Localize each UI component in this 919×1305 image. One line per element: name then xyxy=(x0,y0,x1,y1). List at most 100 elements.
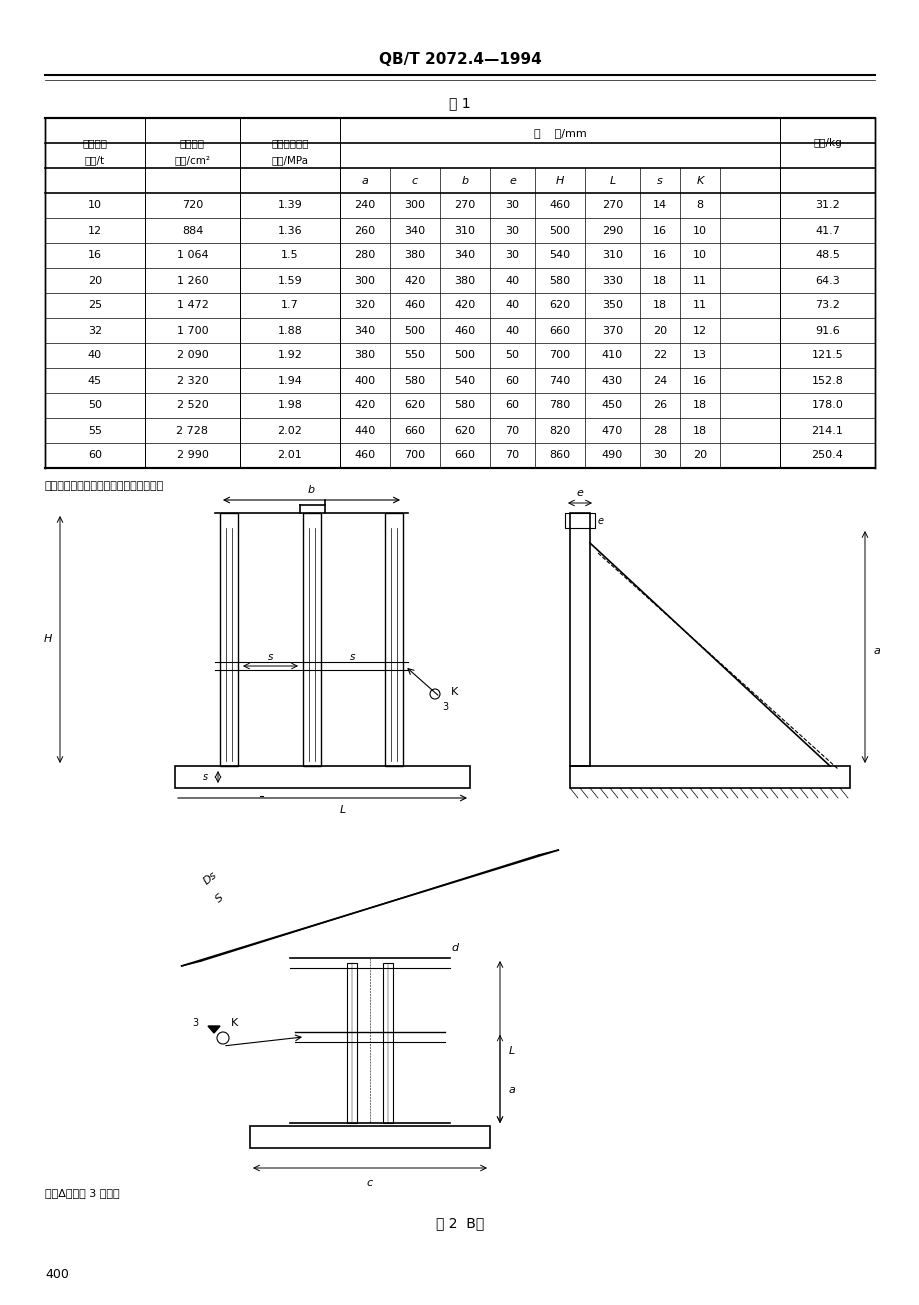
Text: 40: 40 xyxy=(505,325,519,335)
Text: L: L xyxy=(339,805,346,816)
Text: 10: 10 xyxy=(692,226,706,235)
Text: 30: 30 xyxy=(505,226,519,235)
Text: 1.5: 1.5 xyxy=(281,251,299,261)
Text: 460: 460 xyxy=(454,325,475,335)
Text: 320: 320 xyxy=(354,300,375,311)
Text: 26: 26 xyxy=(652,401,666,411)
Text: 820: 820 xyxy=(549,425,570,436)
Text: 3: 3 xyxy=(441,702,448,713)
Text: 91.6: 91.6 xyxy=(814,325,839,335)
Text: 1.94: 1.94 xyxy=(278,376,302,385)
Text: 860: 860 xyxy=(549,450,570,461)
Text: 460: 460 xyxy=(354,450,375,461)
Text: c: c xyxy=(367,1178,373,1188)
Text: 700: 700 xyxy=(404,450,425,461)
Text: H: H xyxy=(44,634,52,645)
Text: 450: 450 xyxy=(601,401,622,411)
Text: K: K xyxy=(231,1018,238,1028)
Text: a: a xyxy=(508,1084,515,1095)
Text: 370: 370 xyxy=(601,325,622,335)
Text: 340: 340 xyxy=(404,226,425,235)
Text: 30: 30 xyxy=(505,251,519,261)
Text: 400: 400 xyxy=(45,1268,69,1282)
Text: 1.59: 1.59 xyxy=(278,275,302,286)
Text: Ds: Ds xyxy=(201,869,219,886)
Text: 16: 16 xyxy=(652,226,666,235)
Text: 400: 400 xyxy=(354,376,375,385)
Text: 580: 580 xyxy=(454,401,475,411)
Text: 310: 310 xyxy=(601,251,622,261)
Text: 48.5: 48.5 xyxy=(814,251,839,261)
Text: 1.88: 1.88 xyxy=(278,325,302,335)
Text: 支座允许: 支座允许 xyxy=(83,138,108,147)
Text: 50: 50 xyxy=(88,401,102,411)
Text: 20: 20 xyxy=(88,275,102,286)
Text: L: L xyxy=(608,175,615,185)
Polygon shape xyxy=(208,1026,220,1034)
Text: 270: 270 xyxy=(454,201,475,210)
Text: 500: 500 xyxy=(549,226,570,235)
Text: 620: 620 xyxy=(404,401,425,411)
Text: 12: 12 xyxy=(88,226,102,235)
Text: 660: 660 xyxy=(454,450,475,461)
Text: 430: 430 xyxy=(601,376,622,385)
Text: 10: 10 xyxy=(88,201,102,210)
Text: 350: 350 xyxy=(601,300,622,311)
Text: 620: 620 xyxy=(454,425,475,436)
Text: 270: 270 xyxy=(601,201,622,210)
Text: 550: 550 xyxy=(404,351,425,360)
Text: 500: 500 xyxy=(454,351,475,360)
Text: 460: 460 xyxy=(549,201,570,210)
Text: 22: 22 xyxy=(652,351,666,360)
Text: 30: 30 xyxy=(652,450,666,461)
Text: 380: 380 xyxy=(454,275,475,286)
Text: s: s xyxy=(267,652,273,662)
Text: 28: 28 xyxy=(652,425,666,436)
Text: 18: 18 xyxy=(692,401,707,411)
Text: 表 1: 表 1 xyxy=(448,97,471,110)
Text: 60: 60 xyxy=(505,401,519,411)
Text: 720: 720 xyxy=(182,201,203,210)
Text: 884: 884 xyxy=(182,226,203,235)
Text: 1 260: 1 260 xyxy=(176,275,208,286)
Text: 质量/kg: 质量/kg xyxy=(812,138,841,147)
Text: L: L xyxy=(508,1045,515,1056)
Text: 40: 40 xyxy=(505,275,519,286)
Text: 30: 30 xyxy=(505,201,519,210)
Text: 60: 60 xyxy=(88,450,102,461)
Text: 500: 500 xyxy=(404,325,425,335)
Text: 20: 20 xyxy=(692,450,707,461)
Text: 11: 11 xyxy=(692,275,706,286)
Text: 178.0: 178.0 xyxy=(811,401,843,411)
Text: 40: 40 xyxy=(88,351,102,360)
Text: K: K xyxy=(451,686,459,697)
Text: 380: 380 xyxy=(404,251,425,261)
Text: QB/T 2072.4—1994: QB/T 2072.4—1994 xyxy=(379,52,540,68)
Text: 2.02: 2.02 xyxy=(278,425,302,436)
Text: 20: 20 xyxy=(652,325,666,335)
Text: 16: 16 xyxy=(652,251,666,261)
Text: 250.4: 250.4 xyxy=(811,450,843,461)
Text: 16: 16 xyxy=(88,251,102,261)
Text: 214.1: 214.1 xyxy=(811,425,843,436)
Text: 490: 490 xyxy=(601,450,622,461)
Text: 440: 440 xyxy=(354,425,375,436)
Text: 1.98: 1.98 xyxy=(278,401,302,411)
Text: 1.36: 1.36 xyxy=(278,226,302,235)
Text: 55: 55 xyxy=(88,425,102,436)
Text: 470: 470 xyxy=(601,425,622,436)
Text: 60: 60 xyxy=(505,376,519,385)
Text: 660: 660 xyxy=(404,425,425,436)
Text: 注：支座帪板的材料由设计者自行决定。: 注：支座帪板的材料由设计者自行决定。 xyxy=(45,482,165,491)
Text: 420: 420 xyxy=(354,401,375,411)
Text: 尺    寸/mm: 尺 寸/mm xyxy=(533,128,585,138)
Text: 340: 340 xyxy=(354,325,375,335)
Text: 380: 380 xyxy=(354,351,375,360)
Text: a: a xyxy=(873,646,879,655)
Text: 620: 620 xyxy=(549,300,570,311)
Text: 330: 330 xyxy=(601,275,622,286)
Text: 1.92: 1.92 xyxy=(278,351,302,360)
Text: 780: 780 xyxy=(549,401,570,411)
Text: 注：Δ値接表 3 规定。: 注：Δ値接表 3 规定。 xyxy=(45,1188,119,1198)
Text: 13: 13 xyxy=(692,351,706,360)
